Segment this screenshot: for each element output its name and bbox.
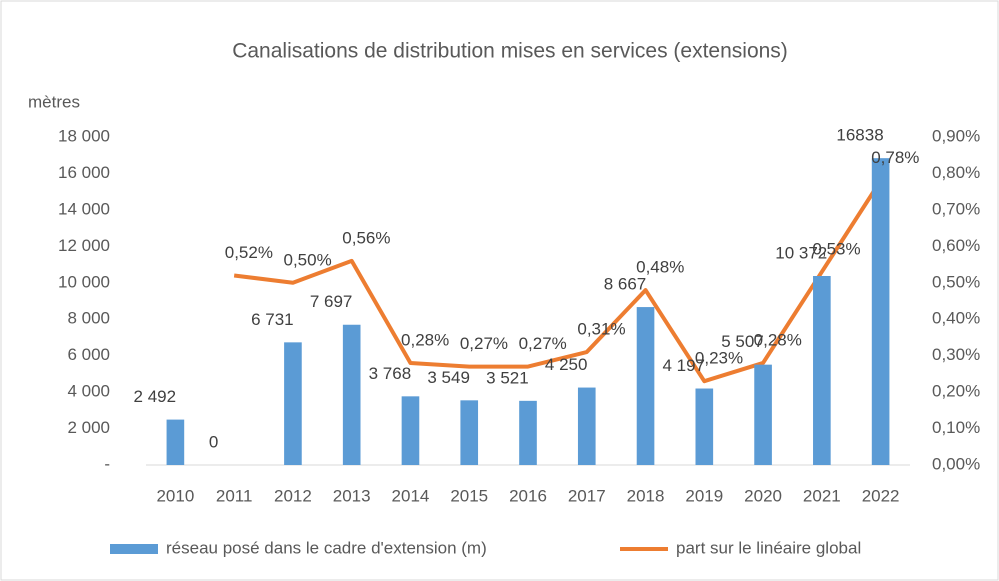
x-tick-label: 2013: [333, 486, 371, 505]
data-label: 0,48%: [636, 258, 684, 277]
y-tick-label: 16 000: [58, 163, 110, 182]
data-label: 4 250: [545, 355, 588, 374]
bar: [871, 158, 890, 465]
data-label: 0,53%: [812, 239, 860, 258]
bar: [577, 387, 596, 465]
bar: [460, 400, 479, 465]
y-tick-label: 10 000: [58, 272, 110, 291]
x-tick-label: 2016: [509, 486, 547, 505]
y2-tick-label: 0,60%: [932, 236, 980, 255]
y2-tick-label: 0,90%: [932, 126, 980, 145]
y-tick-label: 6 000: [67, 345, 110, 364]
x-tick-label: 2012: [274, 486, 312, 505]
legend-label: réseau posé dans le cadre d'extension (m…: [166, 538, 487, 557]
data-label: 0: [209, 432, 218, 451]
data-label: 0,50%: [284, 250, 332, 269]
chart-title: Canalisations de distribution mises en s…: [232, 40, 788, 63]
data-label: 3 549: [427, 368, 470, 387]
bar: [166, 419, 185, 465]
data-label: 0,28%: [754, 330, 802, 349]
y-tick-label: 8 000: [67, 309, 110, 328]
data-label: 8 667: [604, 275, 647, 294]
x-tick-label: 2019: [685, 486, 723, 505]
x-tick-label: 2011: [216, 486, 253, 505]
data-label: 6 731: [251, 310, 294, 329]
y-tick-label: 4 000: [67, 382, 110, 401]
y2-tick-label: 0,80%: [932, 163, 980, 182]
x-tick-label: 2021: [803, 486, 841, 505]
x-tick-label: 2010: [156, 486, 194, 505]
y-axis-label: mètres: [28, 92, 80, 111]
bar: [342, 324, 361, 465]
data-label: 0,31%: [577, 320, 625, 339]
y2-tick-label: 0,40%: [932, 309, 980, 328]
x-tick-label: 2014: [392, 486, 430, 505]
bar: [284, 342, 302, 465]
y2-tick-label: 0,70%: [932, 199, 980, 218]
x-tick-label: 2017: [568, 486, 606, 505]
y2-tick-label: 0,00%: [932, 454, 980, 473]
y2-tick-label: 0,30%: [932, 345, 980, 364]
data-label: 16838: [836, 126, 883, 145]
data-label: 0,56%: [342, 228, 390, 247]
legend-label: part sur le linéaire global: [676, 538, 861, 557]
y-tick-label: 18 000: [58, 126, 110, 145]
data-label: 0,28%: [401, 330, 449, 349]
data-label: 5 507: [721, 332, 764, 351]
data-label: 4 197: [662, 356, 705, 375]
legend-swatch: [110, 544, 158, 554]
x-tick-label: 2018: [627, 486, 665, 505]
y-tick-label: -: [104, 454, 110, 473]
y-tick-label: 14 000: [58, 199, 110, 218]
data-label: 0,52%: [225, 243, 273, 262]
data-label: 2 492: [134, 387, 177, 406]
data-label: 3 521: [486, 368, 529, 387]
y2-tick-label: 0,50%: [932, 272, 980, 291]
data-label: 0,78%: [871, 148, 919, 167]
y2-tick-label: 0,20%: [932, 382, 980, 401]
bar: [695, 388, 714, 465]
data-label: 10 372: [775, 243, 827, 262]
y2-tick-label: 0,10%: [932, 418, 980, 437]
x-tick-label: 2022: [862, 486, 900, 505]
bar: [813, 275, 831, 465]
line: [233, 179, 883, 384]
data-label: 3 768: [369, 364, 412, 383]
x-tick-label: 2015: [450, 486, 488, 505]
bar: [519, 400, 537, 465]
data-label: 0,23%: [695, 349, 743, 368]
bar: [401, 396, 420, 465]
y-tick-label: 12 000: [58, 236, 110, 255]
y-tick-label: 2 000: [67, 418, 110, 437]
data-label: 7 697: [310, 292, 353, 311]
data-label: 0,27%: [460, 334, 508, 353]
x-tick-label: 2020: [744, 486, 782, 505]
bar: [754, 364, 772, 465]
data-label: 0,27%: [519, 334, 567, 353]
bar: [636, 307, 655, 465]
